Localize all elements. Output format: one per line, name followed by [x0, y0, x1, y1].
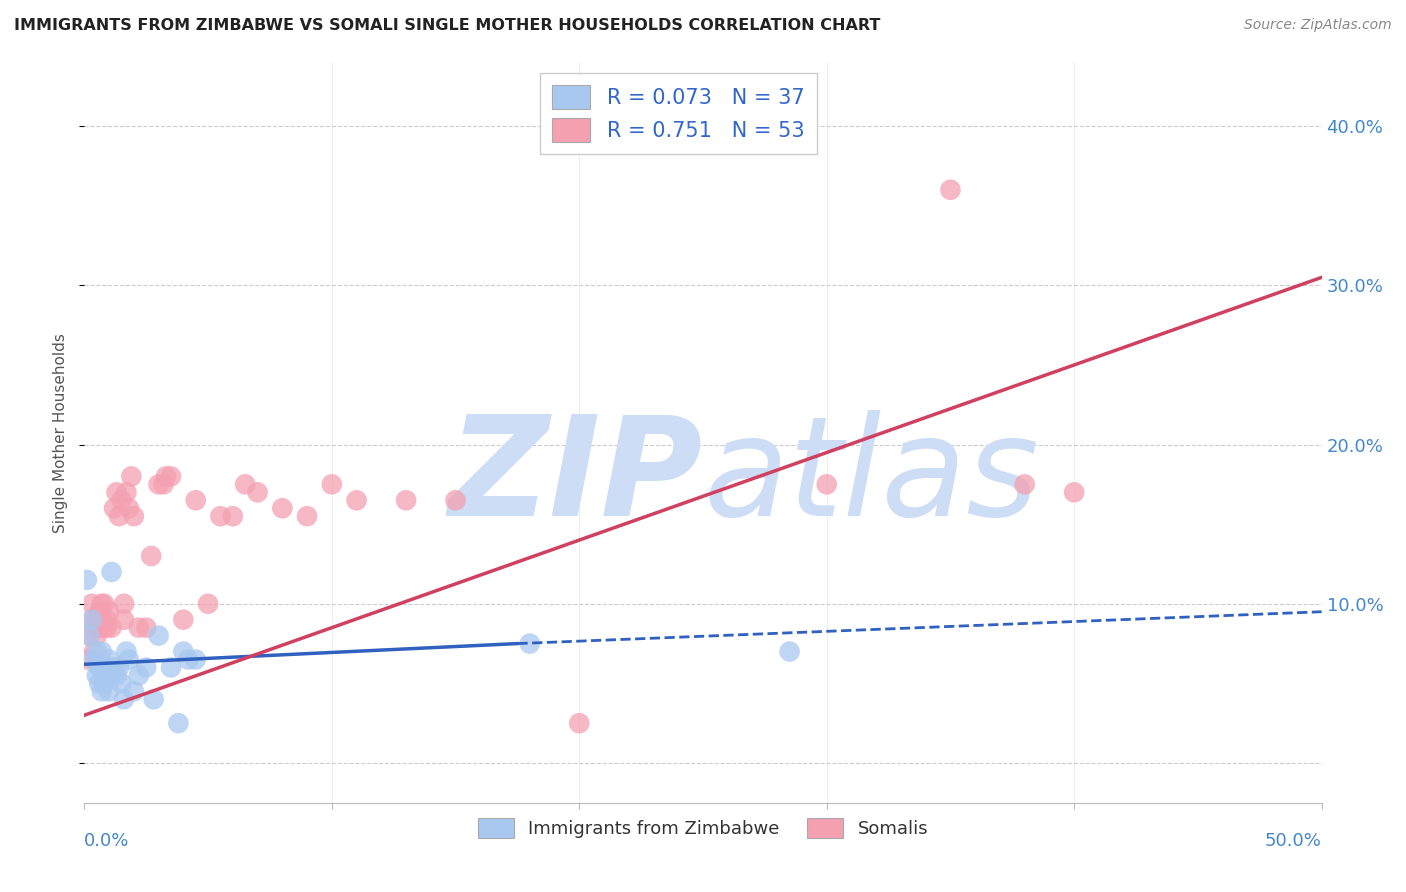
Point: [86, 629, 108, 643]
Point: [83, 621, 105, 635]
Point: [128, 668, 150, 682]
Point: [89, 605, 111, 619]
Point: [815, 477, 838, 491]
Point: [93, 660, 115, 674]
Point: [90, 597, 112, 611]
Point: [79, 629, 101, 643]
Point: [76, 652, 98, 666]
Text: IMMIGRANTS FROM ZIMBABWE VS SOMALI SINGLE MOTHER HOUSEHOLDS CORRELATION CHART: IMMIGRANTS FROM ZIMBABWE VS SOMALI SINGL…: [14, 18, 880, 33]
Point: [233, 477, 256, 491]
Text: 0.0%: 0.0%: [84, 832, 129, 850]
Point: [141, 549, 163, 563]
Point: [172, 613, 194, 627]
Point: [89, 676, 111, 690]
Point: [96, 621, 118, 635]
Point: [160, 660, 183, 674]
Text: Source: ZipAtlas.com: Source: ZipAtlas.com: [1244, 18, 1392, 32]
Point: [100, 621, 122, 635]
Point: [105, 485, 128, 500]
Point: [98, 684, 121, 698]
Point: [246, 485, 269, 500]
Point: [108, 509, 131, 524]
Text: atlas: atlas: [703, 409, 1039, 544]
Point: [167, 716, 190, 731]
Point: [76, 573, 98, 587]
Point: [271, 501, 294, 516]
Point: [779, 644, 801, 658]
Point: [155, 469, 177, 483]
Point: [105, 668, 128, 682]
Point: [1063, 485, 1085, 500]
Point: [135, 660, 157, 674]
Point: [142, 692, 165, 706]
Point: [93, 676, 115, 690]
Point: [103, 501, 125, 516]
Point: [118, 501, 141, 516]
Point: [83, 652, 105, 666]
Point: [135, 621, 157, 635]
Point: [148, 477, 170, 491]
Point: [295, 509, 318, 524]
Point: [115, 485, 138, 500]
Point: [108, 660, 131, 674]
Point: [96, 660, 118, 674]
Point: [80, 597, 103, 611]
Point: [568, 716, 591, 731]
Point: [939, 183, 962, 197]
Point: [172, 644, 194, 658]
Point: [110, 493, 132, 508]
Point: [112, 613, 135, 627]
Point: [321, 477, 343, 491]
Point: [160, 469, 183, 483]
Point: [152, 477, 174, 491]
Point: [395, 493, 418, 508]
Legend: Immigrants from Zimbabwe, Somalis: Immigrants from Zimbabwe, Somalis: [471, 810, 935, 846]
Point: [90, 605, 112, 619]
Point: [98, 605, 121, 619]
Point: [90, 684, 112, 698]
Point: [118, 652, 141, 666]
Point: [197, 597, 219, 611]
Point: [110, 676, 132, 690]
Point: [96, 613, 118, 627]
Point: [83, 644, 105, 658]
Text: ZIP: ZIP: [449, 409, 703, 544]
Point: [112, 597, 135, 611]
Point: [112, 692, 135, 706]
Point: [93, 621, 115, 635]
Point: [184, 493, 207, 508]
Point: [122, 509, 145, 524]
Point: [86, 644, 108, 658]
Point: [222, 509, 245, 524]
Point: [128, 621, 150, 635]
Text: 50.0%: 50.0%: [1265, 832, 1322, 850]
Y-axis label: Single Mother Households: Single Mother Households: [53, 333, 69, 533]
Point: [100, 668, 122, 682]
Point: [148, 629, 170, 643]
Point: [96, 668, 118, 682]
Point: [346, 493, 368, 508]
Point: [98, 652, 121, 666]
Point: [89, 621, 111, 635]
Point: [89, 660, 111, 674]
Point: [80, 613, 103, 627]
Point: [86, 668, 108, 682]
Point: [86, 613, 108, 627]
Point: [90, 644, 112, 658]
Point: [444, 493, 467, 508]
Point: [93, 597, 115, 611]
Point: [519, 637, 541, 651]
Point: [209, 509, 232, 524]
Point: [120, 469, 142, 483]
Point: [177, 652, 200, 666]
Point: [80, 613, 103, 627]
Point: [115, 644, 138, 658]
Point: [79, 629, 101, 643]
Point: [184, 652, 207, 666]
Point: [122, 684, 145, 698]
Point: [1014, 477, 1036, 491]
Point: [100, 565, 122, 579]
Point: [103, 660, 125, 674]
